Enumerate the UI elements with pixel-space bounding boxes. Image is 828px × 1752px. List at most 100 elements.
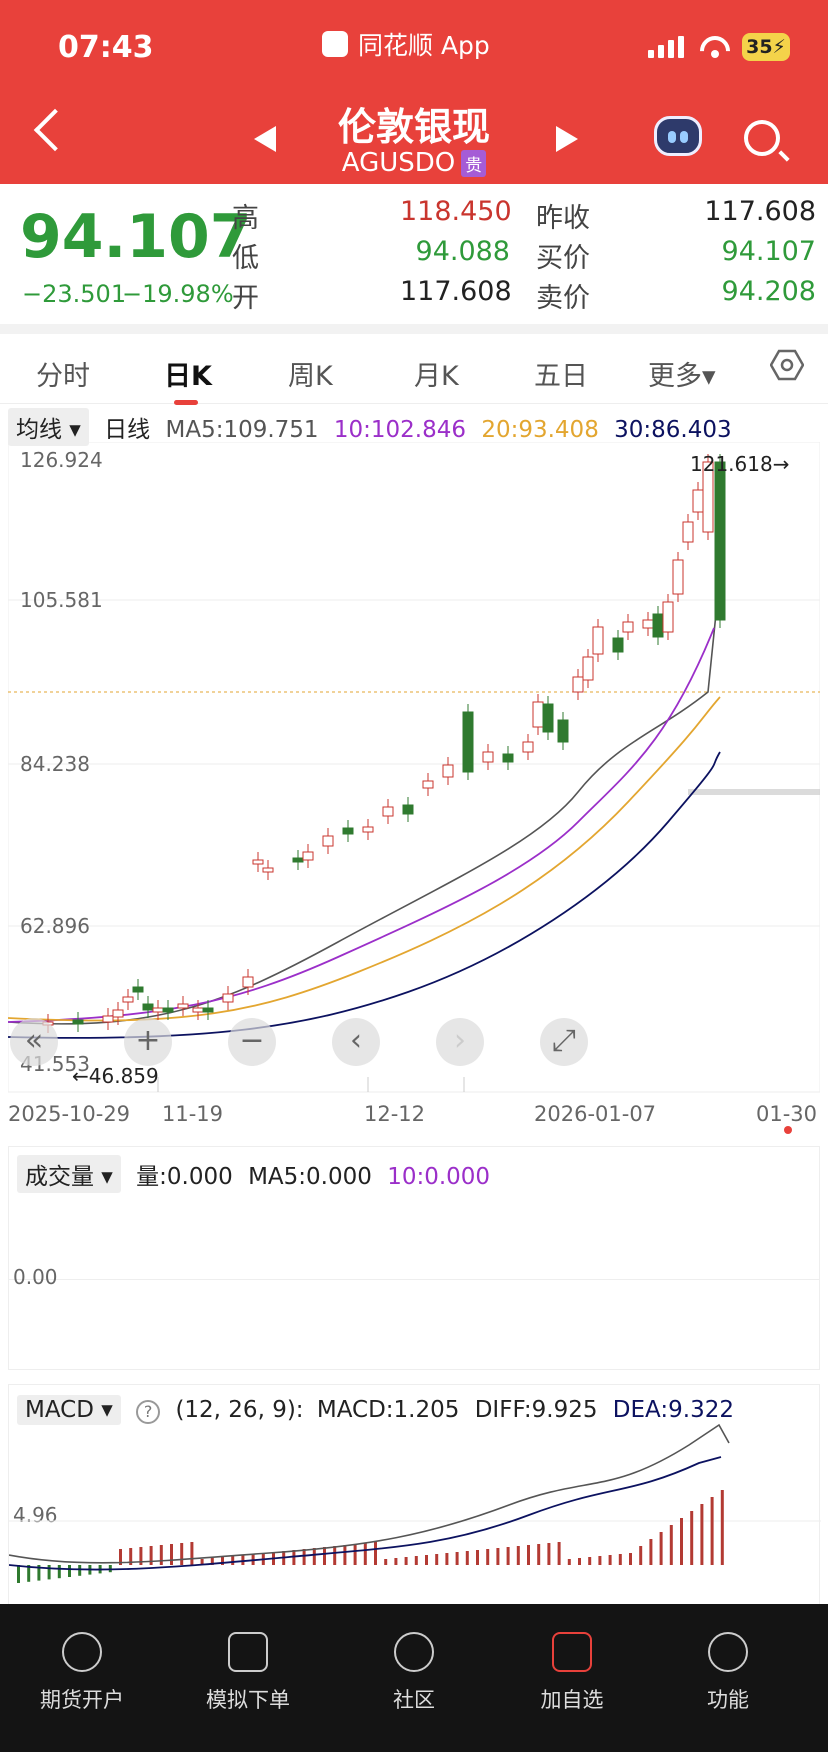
next-instrument-icon[interactable] xyxy=(556,126,578,152)
macd-bar xyxy=(445,1553,449,1565)
tab-weekly-k[interactable]: 周K xyxy=(288,361,333,392)
ma10-value: 10:102.846 xyxy=(333,417,467,443)
ma-mode-select[interactable]: 均线 ▾ xyxy=(8,408,89,446)
prev-close-value: 117.608 xyxy=(704,196,816,227)
candle xyxy=(702,461,714,533)
candle xyxy=(262,867,274,873)
bid-value: 94.107 xyxy=(721,236,816,267)
price-change-pct: −19.98% xyxy=(122,280,234,308)
macd-bar xyxy=(588,1557,592,1565)
candle xyxy=(177,1003,189,1009)
date-label-4: 2026-01-07 xyxy=(534,1102,657,1126)
menu-icon xyxy=(708,1632,748,1672)
zoom-out-button[interactable]: − xyxy=(228,1018,276,1066)
high-label: 高 xyxy=(232,203,259,234)
candle xyxy=(714,461,726,621)
macd-value: MACD:1.205 xyxy=(316,1397,460,1423)
order-doc-icon xyxy=(228,1632,268,1672)
macd-bar xyxy=(455,1552,459,1565)
candle xyxy=(152,1007,164,1013)
tab-intraday[interactable]: 分时 xyxy=(36,361,90,392)
ma30-value: 30:86.403 xyxy=(614,417,732,443)
volume-value: 量:0.000 xyxy=(136,1164,233,1190)
candle xyxy=(542,703,554,733)
tab-five-day[interactable]: 五日 xyxy=(534,361,588,392)
macd-bar xyxy=(27,1565,31,1582)
macd-bar xyxy=(149,1546,153,1565)
nav-functions[interactable]: 功能 xyxy=(658,1632,798,1714)
macd-bar xyxy=(57,1565,61,1579)
candle xyxy=(362,826,374,833)
scroll-left-all-button[interactable]: « xyxy=(10,1018,58,1066)
candle xyxy=(522,741,534,753)
high-value: 118.450 xyxy=(400,196,512,227)
candle xyxy=(202,1007,214,1013)
macd-bar xyxy=(312,1548,316,1565)
instrument-title: 伦敦银现 xyxy=(337,105,490,149)
candle xyxy=(672,559,684,595)
settings-hex-icon[interactable] xyxy=(770,348,804,382)
open-value: 117.608 xyxy=(400,276,512,307)
nav-futures-account[interactable]: 期货开户 xyxy=(12,1632,152,1714)
macd-panel[interactable]: MACD ▾ ? (12, 26, 9): MACD:1.205 DIFF:9.… xyxy=(8,1384,821,1612)
nav-community[interactable]: 社区 xyxy=(344,1632,484,1714)
scroll-left-button[interactable]: ‹ xyxy=(332,1018,380,1066)
period-tabs: 分时 日K 周K 月K 五日 更多▾ xyxy=(0,324,828,405)
tab-more[interactable]: 更多▾ xyxy=(648,361,716,392)
ma5-line xyxy=(7,593,719,1025)
candle xyxy=(502,753,514,763)
candle xyxy=(222,993,234,1003)
candle xyxy=(692,489,704,513)
nav-simulated-order[interactable]: 模拟下单 xyxy=(178,1632,318,1714)
app-source-chip[interactable]: 同花顺 App xyxy=(322,26,490,62)
scroll-right-button[interactable]: › xyxy=(436,1018,484,1066)
prev-instrument-icon[interactable] xyxy=(254,126,276,152)
tab-monthly-k[interactable]: 月K xyxy=(414,361,459,392)
macd-bar xyxy=(353,1544,357,1565)
date-label-1: 2025-10-29 xyxy=(8,1102,131,1126)
search-icon[interactable] xyxy=(744,120,780,156)
ask-value: 94.208 xyxy=(721,276,816,307)
fullscreen-button[interactable]: ⤢ xyxy=(540,1018,588,1066)
macd-select[interactable]: MACD ▾ xyxy=(17,1395,121,1425)
price-change: −23.501 xyxy=(22,280,127,308)
macd-bar xyxy=(129,1548,133,1565)
candles xyxy=(42,454,726,1033)
candle xyxy=(592,626,604,655)
volume-panel[interactable]: 成交量 ▾ 量:0.000 MA5:0.000 10:0.000 0.00 xyxy=(8,1146,820,1370)
macd-bar xyxy=(649,1539,653,1565)
nav-add-watchlist[interactable]: 加自选 xyxy=(502,1632,642,1714)
macd-bar xyxy=(700,1504,704,1565)
volume-select[interactable]: 成交量 ▾ xyxy=(17,1155,121,1193)
macd-bar xyxy=(567,1559,571,1565)
zoom-in-button[interactable]: + xyxy=(124,1018,172,1066)
ask-label: 卖价 xyxy=(536,283,590,314)
candle xyxy=(322,835,334,847)
candle xyxy=(612,637,624,653)
macd-params: (12, 26, 9): xyxy=(175,1397,304,1423)
macd-bar xyxy=(119,1549,122,1565)
macd-bar xyxy=(669,1525,673,1565)
tab-daily-k[interactable]: 日K xyxy=(164,361,212,392)
candle xyxy=(252,859,264,865)
candle xyxy=(682,521,694,543)
y-tick-4: 62.896 xyxy=(20,914,90,938)
candle xyxy=(242,976,254,988)
macd-svg xyxy=(9,1423,821,1583)
ma5-value: MA5:109.751 xyxy=(165,417,319,443)
macd-bar xyxy=(323,1547,326,1565)
bid-label: 买价 xyxy=(536,243,590,274)
candle xyxy=(532,701,544,728)
macd-bar xyxy=(516,1546,520,1565)
candle xyxy=(557,719,569,743)
star-badge-icon xyxy=(394,1632,434,1672)
macd-bar xyxy=(435,1554,439,1565)
macd-bar xyxy=(639,1546,643,1565)
y-tick-1: 126.924 xyxy=(20,448,103,472)
macd-help-icon[interactable]: ? xyxy=(136,1400,161,1424)
ma30-line xyxy=(7,751,721,1039)
top-header: 07:43 同花顺 App 35⚡ 伦敦银现 AGUSDO 贵 xyxy=(0,0,828,184)
kline-chart[interactable]: 126.924 105.581 84.238 62.896 41.553 121… xyxy=(7,441,821,1097)
assistant-robot-icon[interactable] xyxy=(654,116,702,156)
macd-bar xyxy=(404,1557,408,1565)
